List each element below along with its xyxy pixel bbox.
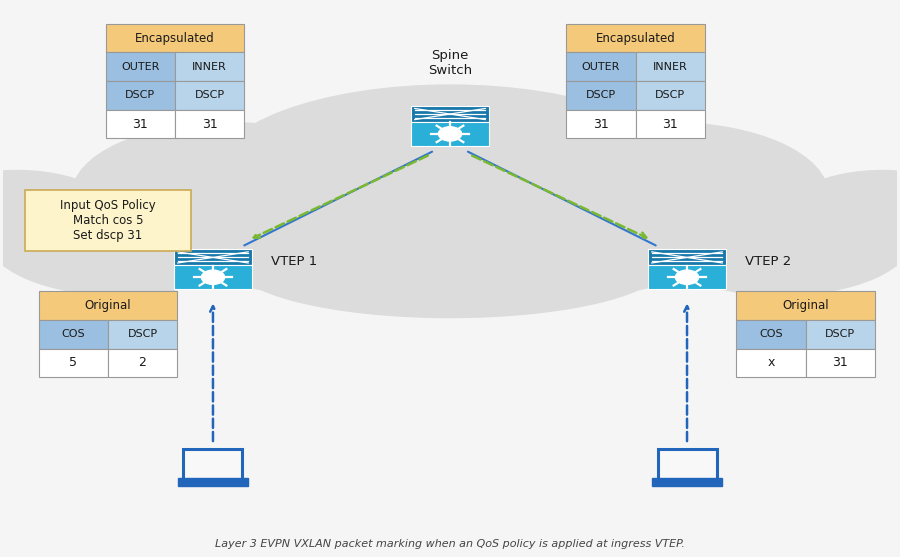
Text: Encapsulated: Encapsulated: [135, 32, 215, 45]
Text: 31: 31: [832, 356, 848, 369]
FancyBboxPatch shape: [566, 81, 635, 110]
Text: 31: 31: [202, 118, 218, 130]
Circle shape: [202, 270, 225, 285]
FancyBboxPatch shape: [25, 190, 191, 251]
Text: Original: Original: [782, 299, 829, 312]
Text: DSCP: DSCP: [125, 90, 156, 100]
FancyBboxPatch shape: [175, 81, 244, 110]
FancyBboxPatch shape: [105, 24, 244, 52]
Text: Spine
Switch: Spine Switch: [428, 49, 473, 77]
Ellipse shape: [513, 123, 828, 266]
Ellipse shape: [647, 175, 900, 295]
Text: INNER: INNER: [652, 62, 688, 72]
FancyBboxPatch shape: [39, 320, 108, 349]
Text: DSCP: DSCP: [194, 90, 225, 100]
Ellipse shape: [0, 170, 120, 266]
FancyBboxPatch shape: [184, 449, 242, 480]
FancyBboxPatch shape: [175, 110, 244, 139]
Ellipse shape: [395, 174, 725, 297]
FancyBboxPatch shape: [736, 291, 875, 320]
Text: Original: Original: [85, 299, 131, 312]
FancyBboxPatch shape: [566, 110, 635, 139]
FancyBboxPatch shape: [108, 320, 177, 349]
FancyBboxPatch shape: [635, 52, 705, 81]
FancyBboxPatch shape: [175, 250, 252, 265]
FancyBboxPatch shape: [658, 449, 716, 480]
Ellipse shape: [780, 170, 900, 266]
FancyBboxPatch shape: [566, 52, 635, 81]
FancyBboxPatch shape: [39, 349, 108, 377]
Text: Input QoS Policy
Match cos 5
Set dscp 31: Input QoS Policy Match cos 5 Set dscp 31: [60, 199, 156, 242]
Text: DSCP: DSCP: [586, 90, 616, 100]
Text: VTEP 2: VTEP 2: [745, 256, 791, 268]
Circle shape: [675, 270, 698, 285]
FancyBboxPatch shape: [105, 81, 175, 110]
Text: Encapsulated: Encapsulated: [596, 32, 676, 45]
Text: VTEP 1: VTEP 1: [271, 256, 318, 268]
Text: INNER: INNER: [193, 62, 227, 72]
FancyBboxPatch shape: [648, 250, 725, 265]
Ellipse shape: [214, 85, 686, 263]
Text: Layer 3 EVPN VXLAN packet marking when an QoS policy is applied at ingress VTEP.: Layer 3 EVPN VXLAN packet marking when a…: [215, 539, 685, 549]
Text: 2: 2: [139, 356, 147, 369]
FancyBboxPatch shape: [635, 81, 705, 110]
Text: 31: 31: [593, 118, 608, 130]
FancyBboxPatch shape: [652, 478, 722, 486]
FancyBboxPatch shape: [39, 291, 177, 320]
Text: 5: 5: [69, 356, 77, 369]
Text: 31: 31: [662, 118, 678, 130]
Text: OUTER: OUTER: [581, 62, 620, 72]
FancyBboxPatch shape: [175, 265, 252, 289]
FancyBboxPatch shape: [411, 106, 489, 122]
Text: DSCP: DSCP: [825, 329, 855, 339]
Text: COS: COS: [759, 329, 783, 339]
FancyBboxPatch shape: [648, 265, 725, 289]
Text: DSCP: DSCP: [128, 329, 158, 339]
FancyBboxPatch shape: [108, 349, 177, 377]
FancyBboxPatch shape: [736, 320, 806, 349]
Text: DSCP: DSCP: [655, 90, 685, 100]
FancyBboxPatch shape: [566, 24, 705, 52]
Text: x: x: [767, 356, 775, 369]
Ellipse shape: [72, 123, 387, 266]
Text: OUTER: OUTER: [122, 62, 159, 72]
FancyBboxPatch shape: [806, 349, 875, 377]
FancyBboxPatch shape: [175, 52, 244, 81]
Ellipse shape: [175, 174, 505, 297]
FancyBboxPatch shape: [806, 320, 875, 349]
FancyBboxPatch shape: [105, 52, 175, 81]
FancyBboxPatch shape: [635, 110, 705, 139]
Text: COS: COS: [61, 329, 85, 339]
Circle shape: [438, 127, 462, 141]
Ellipse shape: [0, 175, 253, 295]
Ellipse shape: [233, 208, 667, 317]
FancyBboxPatch shape: [178, 478, 248, 486]
FancyBboxPatch shape: [105, 110, 175, 139]
FancyBboxPatch shape: [411, 122, 489, 146]
Text: 31: 31: [132, 118, 148, 130]
FancyBboxPatch shape: [736, 349, 806, 377]
